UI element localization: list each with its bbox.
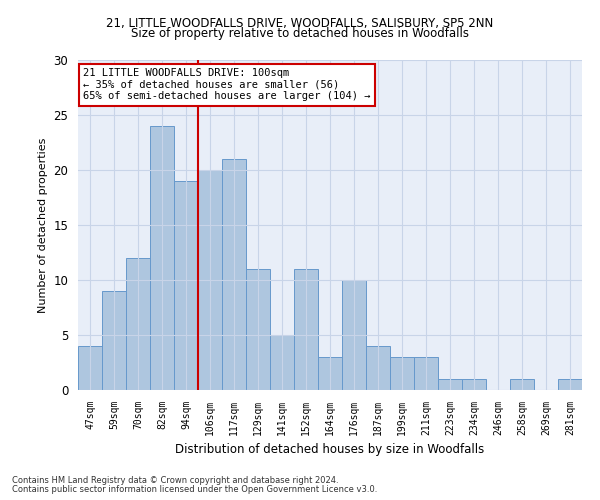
Bar [198, 170, 222, 390]
Bar [438, 379, 462, 390]
Text: 21 LITTLE WOODFALLS DRIVE: 100sqm
← 35% of detached houses are smaller (56)
65% : 21 LITTLE WOODFALLS DRIVE: 100sqm ← 35% … [83, 68, 371, 102]
Bar [150, 126, 174, 390]
Text: 21, LITTLE WOODFALLS DRIVE, WOODFALLS, SALISBURY, SP5 2NN: 21, LITTLE WOODFALLS DRIVE, WOODFALLS, S… [106, 18, 494, 30]
Bar [390, 357, 414, 390]
Bar [174, 181, 198, 390]
Bar [126, 258, 150, 390]
Text: Contains HM Land Registry data © Crown copyright and database right 2024.: Contains HM Land Registry data © Crown c… [12, 476, 338, 485]
Y-axis label: Number of detached properties: Number of detached properties [38, 138, 48, 312]
Text: Contains public sector information licensed under the Open Government Licence v3: Contains public sector information licen… [12, 485, 377, 494]
Bar [318, 357, 342, 390]
Bar [102, 291, 126, 390]
Bar [246, 269, 270, 390]
Bar [342, 280, 366, 390]
Bar [270, 335, 294, 390]
Text: Size of property relative to detached houses in Woodfalls: Size of property relative to detached ho… [131, 28, 469, 40]
Bar [462, 379, 486, 390]
Bar [510, 379, 534, 390]
Bar [294, 269, 318, 390]
Bar [78, 346, 102, 390]
Bar [366, 346, 390, 390]
Bar [414, 357, 438, 390]
X-axis label: Distribution of detached houses by size in Woodfalls: Distribution of detached houses by size … [175, 444, 485, 456]
Bar [222, 159, 246, 390]
Bar [558, 379, 582, 390]
